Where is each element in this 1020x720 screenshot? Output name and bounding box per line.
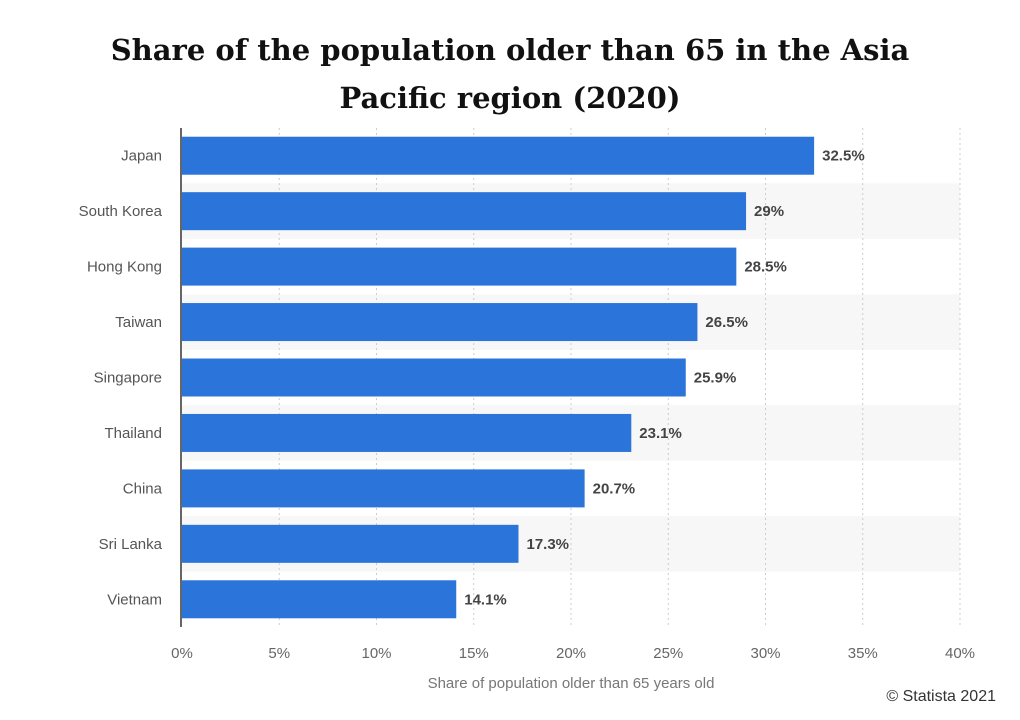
data-label: 23.1% xyxy=(639,425,682,442)
data-label: 32.5% xyxy=(822,148,865,165)
x-tick-label: 25% xyxy=(653,645,683,662)
category-label: South Korea xyxy=(79,203,163,220)
data-label: 28.5% xyxy=(744,259,787,276)
bar xyxy=(182,524,519,563)
data-label: 14.1% xyxy=(464,591,507,608)
x-tick-label: 20% xyxy=(556,645,586,662)
chart-title: Share of the population older than 65 in… xyxy=(110,33,910,115)
category-labels: Japan South Korea Hong Kong Taiwan Singapore… xyxy=(79,148,163,609)
data-label: 20.7% xyxy=(593,480,636,497)
data-label: 26.5% xyxy=(705,314,748,331)
x-tick-label: 0% xyxy=(171,645,193,662)
data-labels: 32.5% 29% 28.5% 26.5% 25.9% 23.1% 20.7% 17.3% 14… xyxy=(464,148,864,609)
data-label: 25.9% xyxy=(694,370,737,387)
category-label: Singapore xyxy=(94,370,162,387)
category-label: Thailand xyxy=(104,425,162,442)
bar xyxy=(182,469,585,508)
category-label: Japan xyxy=(121,148,162,165)
x-tick-label: 30% xyxy=(750,645,780,662)
data-label: 17.3% xyxy=(526,536,569,553)
data-label: 29% xyxy=(754,203,784,220)
category-label: China xyxy=(123,480,163,497)
bar xyxy=(182,247,737,286)
category-label: Taiwan xyxy=(115,314,162,331)
x-tick-label: 10% xyxy=(361,645,391,662)
x-tick-label: 5% xyxy=(268,645,290,662)
bar xyxy=(182,136,815,175)
bar xyxy=(182,413,632,452)
bars xyxy=(182,136,815,619)
bar xyxy=(182,358,686,397)
category-label: Sri Lanka xyxy=(99,536,163,553)
category-label: Vietnam xyxy=(107,591,162,608)
x-tick-labels: 0% 5% 10% 15% 20% 25% 30% 35% 40% xyxy=(171,645,975,662)
x-tick-label: 40% xyxy=(945,645,975,662)
bar xyxy=(182,580,457,619)
copyright-notice: © Statista 2021 xyxy=(886,688,996,705)
bar xyxy=(182,192,747,231)
x-tick-label: 15% xyxy=(459,645,489,662)
x-tick-label: 35% xyxy=(848,645,878,662)
category-label: Hong Kong xyxy=(87,259,162,276)
x-axis-title: Share of population older than 65 years … xyxy=(428,675,715,692)
bar xyxy=(182,303,698,342)
